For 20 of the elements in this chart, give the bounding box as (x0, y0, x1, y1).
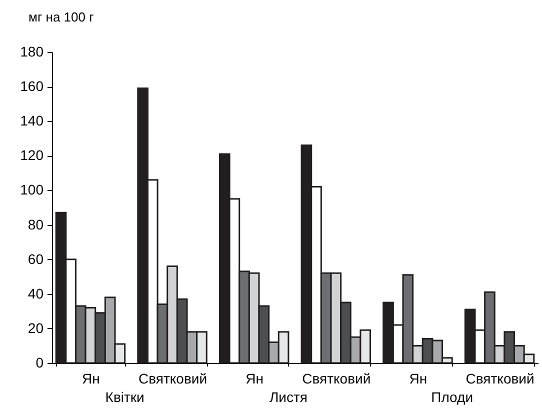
y-tick-label: 120 (20, 147, 44, 164)
x-tick-label: Святковий (138, 370, 208, 386)
y-tick-label: 40 (28, 285, 44, 302)
y-tick-label: 0 (36, 354, 44, 370)
y-tick-label: 140 (20, 112, 44, 129)
y-tick-label: 180 (20, 44, 44, 60)
x-tick-label: Святковий (302, 370, 371, 386)
text: Квітки (105, 389, 144, 405)
y-tick-label: 60 (28, 250, 44, 267)
text: Листя (269, 389, 308, 405)
y-tick-label: 80 (28, 216, 44, 232)
x-tick-label: Ян (246, 370, 264, 386)
text: Плоди (431, 389, 474, 405)
y-tick-label: 20 (28, 320, 44, 336)
y-axis-title: мг на 100 г (28, 10, 94, 24)
x-tick-label: Святковий (466, 370, 534, 386)
x-tick-label: Ян (82, 370, 100, 386)
y-tick-label: 100 (20, 182, 44, 198)
y-tick-label: 160 (20, 78, 44, 94)
x-tick-label: Ян (409, 370, 428, 386)
